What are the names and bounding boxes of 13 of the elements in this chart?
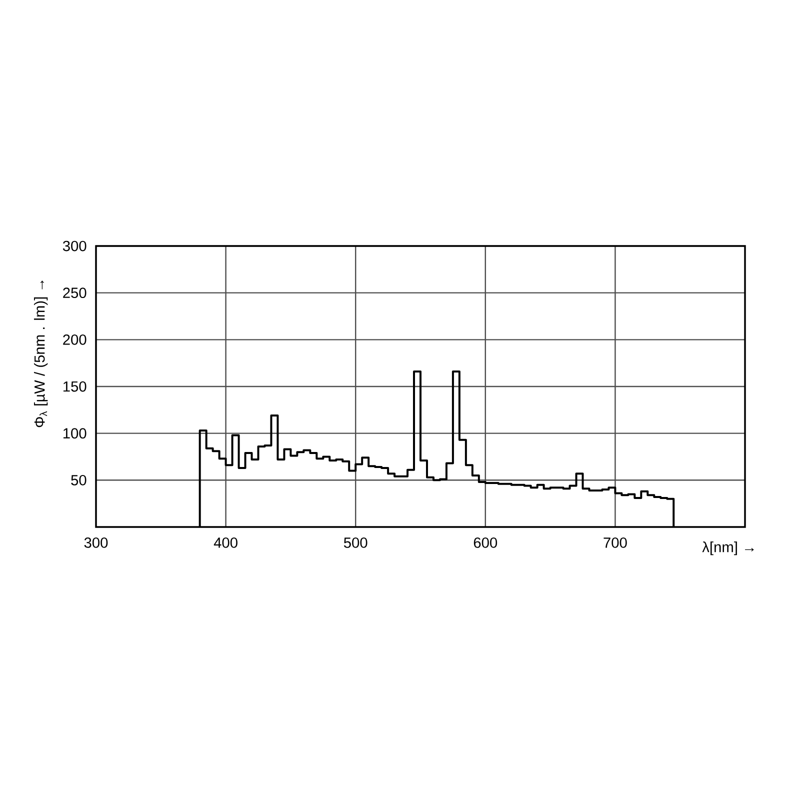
y-tick-label: 50 <box>71 474 86 486</box>
x-tick-label: 400 <box>214 538 238 548</box>
y-tick-label: 100 <box>63 428 86 439</box>
x-tick-label: 600 <box>474 538 498 548</box>
x-tick-label: 700 <box>604 538 627 548</box>
y-tick-label: 250 <box>63 288 86 298</box>
x-tick-label: 300 <box>84 538 108 548</box>
x-tick-label: 500 <box>344 538 368 548</box>
x-axis-title: λ[nm] → <box>702 541 754 556</box>
y-axis-title: Φ$_{λ}$ [µW / (5nm . lm)] → <box>34 280 48 428</box>
y-tick-label: 300 <box>62 240 86 252</box>
y-tick-label: 150 <box>63 381 86 392</box>
y-tick-label: 200 <box>63 334 86 345</box>
